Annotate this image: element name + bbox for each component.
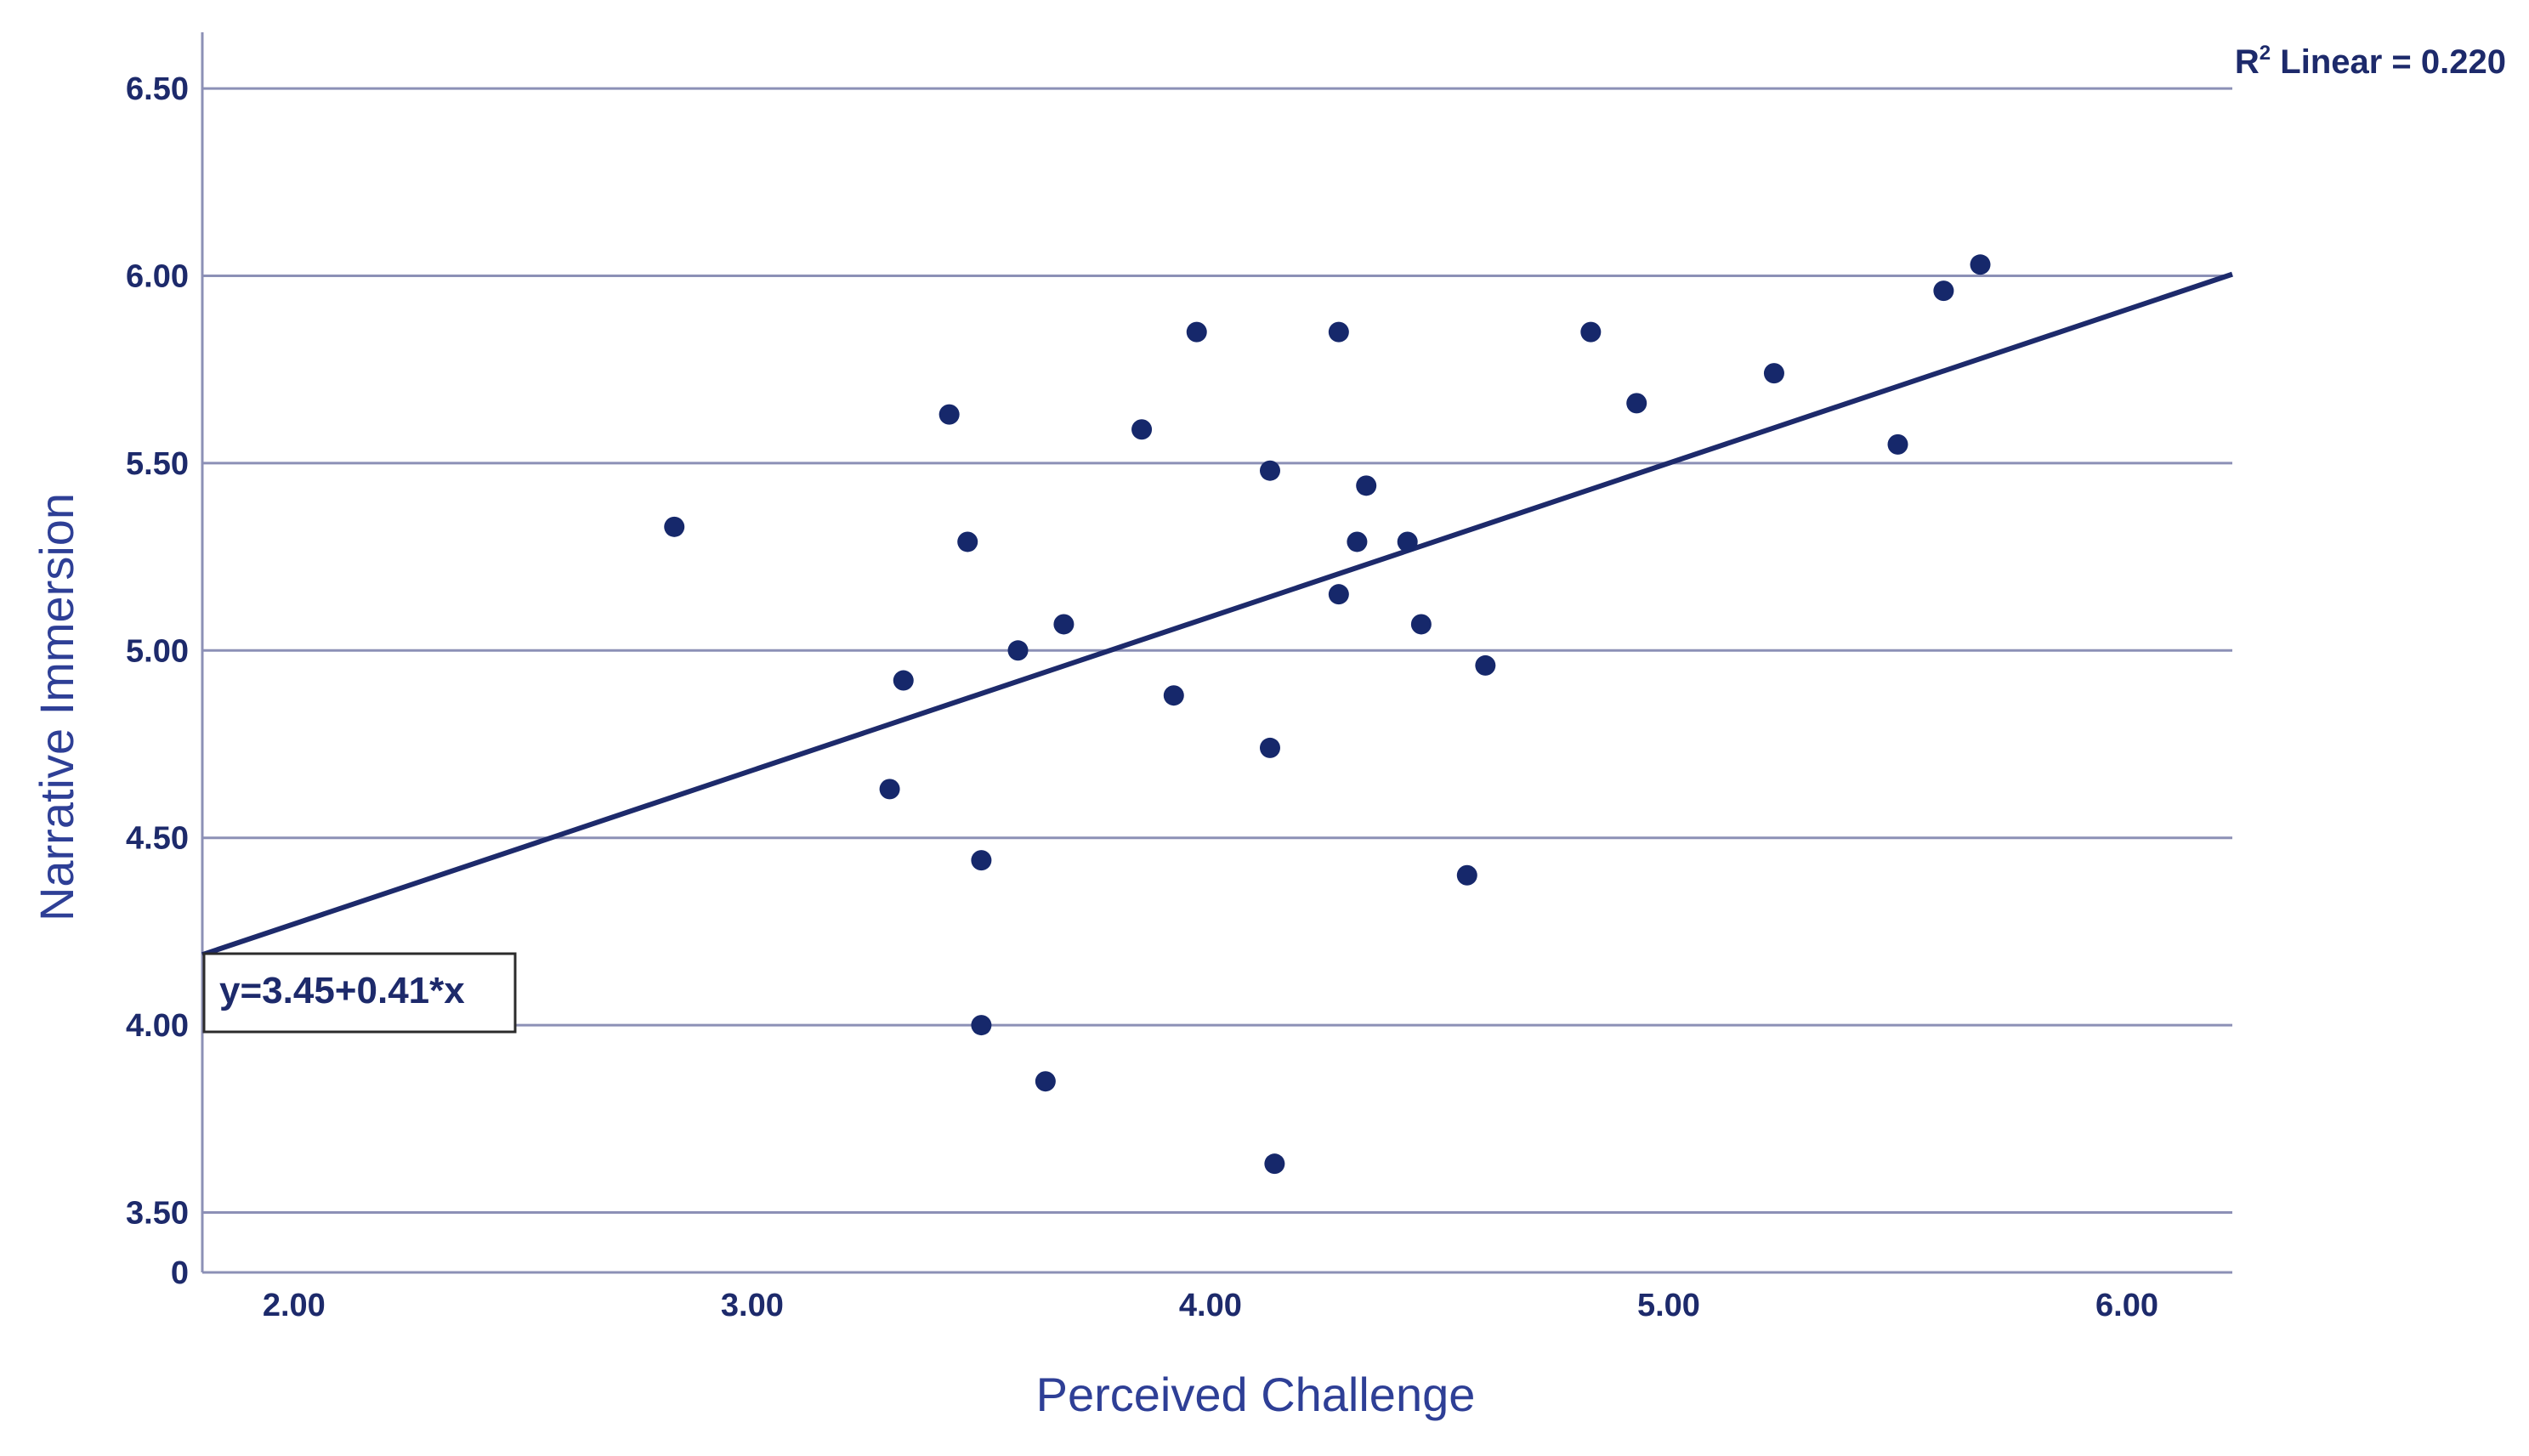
data-point	[1053, 614, 1075, 635]
x-tick-label: 5.00	[1637, 1288, 1700, 1323]
r2-superscript: 2	[2260, 42, 2271, 65]
data-points	[664, 254, 1991, 1175]
data-point	[1163, 685, 1184, 706]
data-point	[957, 531, 978, 552]
equation-label-box: y=3.45+0.41*x	[202, 952, 517, 1034]
r2-label: R2 Linear = 0.220	[2235, 42, 2506, 81]
data-point	[1035, 1071, 1056, 1092]
data-point	[1475, 654, 1496, 676]
data-point	[1970, 254, 1991, 275]
y-tick-labels: 6.50 6.00 5.50 5.00 4.50 4.00 3.50	[126, 71, 189, 1231]
data-point	[1933, 280, 1954, 302]
data-point	[1763, 363, 1784, 384]
data-point	[893, 670, 914, 691]
x-tick-labels: 2.00 3.00 4.00 5.00 6.00	[263, 1288, 2158, 1323]
fit-line	[201, 271, 2233, 958]
data-point	[1328, 321, 1349, 343]
data-point	[1131, 419, 1153, 440]
data-point	[1410, 614, 1432, 635]
y-origin-label: 0	[171, 1255, 189, 1291]
data-point	[1264, 1153, 1285, 1175]
y-tick-label: 4.00	[126, 1008, 189, 1044]
y-tick-label: 6.50	[126, 71, 189, 107]
data-point	[1887, 433, 1908, 455]
data-point	[1456, 864, 1477, 886]
data-point	[938, 404, 960, 425]
data-point	[1397, 531, 1418, 552]
data-point	[664, 516, 685, 537]
data-point	[1186, 321, 1207, 343]
y-tick-label: 6.00	[126, 259, 189, 295]
data-point	[1347, 531, 1368, 552]
y-axis-title: Narrative Immersion	[30, 493, 83, 921]
x-tick-label: 4.00	[1179, 1288, 1242, 1323]
equation-label: y=3.45+0.41*x	[219, 970, 465, 1011]
y-tick-label: 3.50	[126, 1195, 189, 1231]
x-tick-label: 6.00	[2095, 1288, 2158, 1323]
r2-prefix: R	[2235, 43, 2260, 81]
x-tick-label: 2.00	[263, 1288, 326, 1323]
grid-lines	[202, 87, 2232, 1214]
data-point	[1580, 321, 1602, 343]
x-tick-label: 3.00	[721, 1288, 784, 1323]
data-point	[1328, 584, 1349, 605]
y-tick-label: 5.50	[126, 446, 189, 482]
data-point	[1259, 737, 1280, 758]
y-tick-label: 4.50	[126, 821, 189, 857]
y-tick-label: 5.00	[126, 633, 189, 669]
data-point	[1356, 475, 1377, 496]
r2-text: Linear = 0.220	[2271, 43, 2506, 81]
data-point	[971, 1015, 992, 1036]
data-point	[971, 850, 992, 871]
data-point	[879, 779, 900, 800]
data-point	[1007, 640, 1029, 661]
data-point	[1626, 393, 1647, 414]
data-point	[1259, 460, 1280, 481]
x-axis-title: Perceived Challenge	[1036, 1368, 1476, 1421]
